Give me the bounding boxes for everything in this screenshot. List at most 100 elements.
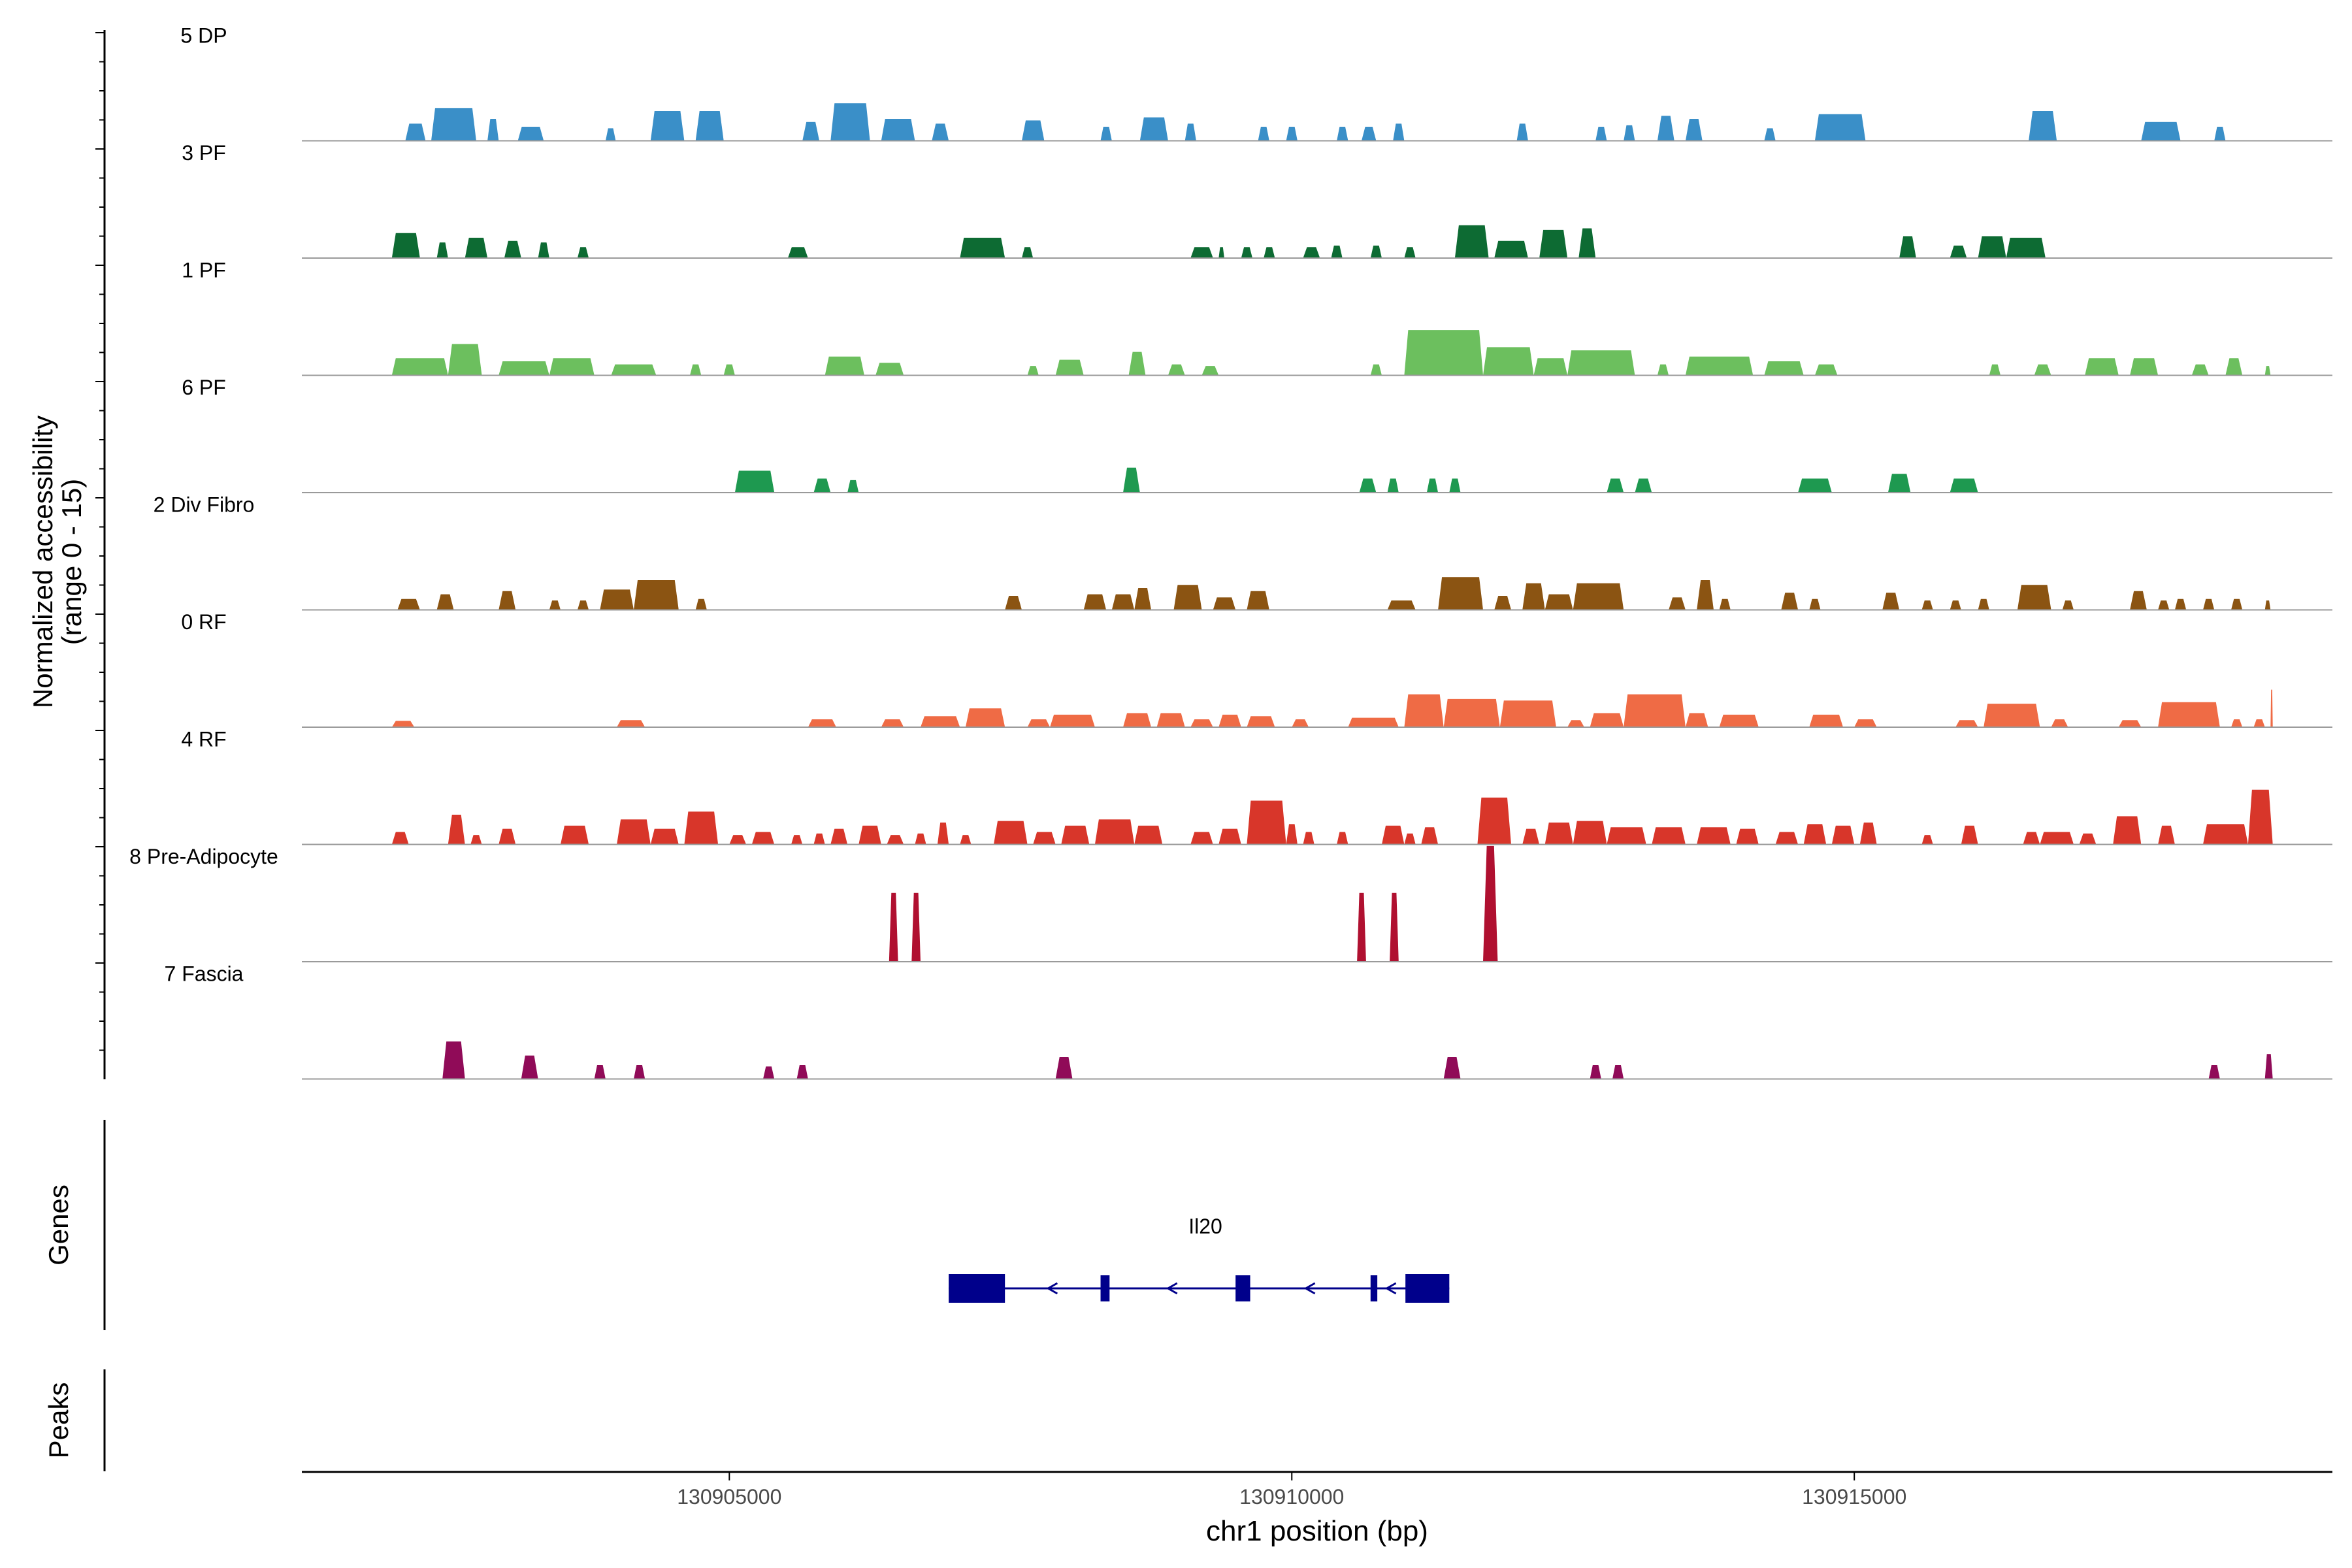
coverage-peak: [1590, 1065, 1601, 1079]
coverage-peak: [1635, 478, 1652, 493]
peaks-axis-label: Peaks: [43, 1382, 74, 1459]
coverage-peak: [1522, 828, 1540, 845]
coverage-peak: [1950, 478, 1978, 493]
coverage-peak: [2174, 598, 2187, 610]
coverage-peak: [1247, 591, 1269, 610]
coverage-peak: [611, 364, 657, 376]
coverage-peak: [2264, 1054, 2273, 1079]
coverage-peak: [1955, 720, 1978, 727]
gene-exon: [1100, 1275, 1110, 1301]
coverage-peak: [1303, 247, 1320, 258]
coverage-peak: [448, 815, 465, 845]
coverage-peak: [1426, 478, 1439, 493]
coverage-peak: [1764, 361, 1804, 376]
coverage-peak: [2203, 824, 2248, 845]
track-3: 1 PF: [182, 259, 2332, 376]
track-layer: 5 DP 3 PF 1 PF 6 PF 2 Div Fibro 0 RF 4 RF 8 Pre…: [129, 24, 2332, 1080]
coverage-peak: [504, 240, 521, 258]
coverage-peak: [1387, 600, 1416, 610]
x-axis-title: chr1 position (bp): [1206, 1515, 1428, 1547]
gene-exon: [949, 1274, 1005, 1303]
coverage-peak: [1128, 351, 1146, 376]
track-label: 5 DP: [180, 24, 227, 48]
coverage-peak: [1803, 824, 1827, 845]
coverage-peak: [858, 825, 881, 845]
coverage-peak: [1719, 598, 1731, 610]
coverage-peak: [391, 233, 420, 258]
coverage-peak: [1218, 714, 1241, 727]
coverage-peak: [1573, 821, 1607, 845]
coverage-peak: [2062, 600, 2074, 610]
x-tick-label: 130910000: [1239, 1485, 1344, 1509]
coverage-peak: [1134, 588, 1151, 610]
coverage-peak: [1421, 827, 1439, 845]
coverage-peak: [1483, 347, 1534, 376]
coverage-peak: [448, 344, 482, 376]
coverage-peak: [1494, 596, 1511, 610]
coverage-peak: [1247, 800, 1286, 845]
coverage-peak: [436, 594, 454, 610]
coverage-peak: [391, 832, 409, 845]
coverage-peak: [1494, 240, 1528, 258]
coverage-peak: [1218, 828, 1241, 845]
coverage-peak: [1094, 819, 1135, 845]
coverage-peak: [889, 892, 898, 962]
coverage-peak: [1390, 892, 1399, 962]
gene-layer: Il20: [949, 1215, 1450, 1303]
track-label: 8 Pre-Adipocyte: [129, 845, 278, 868]
coverage-peak: [881, 719, 904, 727]
x-tick-label: 130915000: [1802, 1485, 1906, 1509]
coverage-peak: [763, 1066, 775, 1079]
coverage-peak: [1370, 364, 1382, 376]
coverage-peak: [1961, 825, 1978, 845]
coverage-peak: [1882, 593, 1900, 610]
track-label: 7 Fascia: [165, 962, 244, 986]
coverage-peak: [2191, 364, 2209, 376]
coverage-peak: [965, 708, 1005, 727]
coverage-peak: [1404, 833, 1416, 845]
coverage-peak: [1544, 594, 1573, 610]
coverage-peak: [1292, 719, 1309, 727]
coverage-peak: [431, 108, 476, 141]
coverage-peak: [2130, 358, 2159, 376]
coverage-peak: [498, 361, 549, 376]
track-label: 1 PF: [182, 259, 226, 282]
coverage-peak: [442, 1041, 465, 1079]
coverage-peak: [1190, 719, 1213, 727]
coverage-peak: [2017, 585, 2051, 610]
coverage-peak: [1595, 127, 1607, 141]
coverage-peak: [1612, 1065, 1624, 1079]
coverage-peak: [517, 127, 544, 141]
coverage-peak: [1359, 478, 1377, 493]
coverage-peak: [397, 598, 420, 610]
coverage-peak: [1005, 596, 1022, 610]
coverage-peak: [734, 470, 775, 493]
coverage-peak: [1685, 356, 1754, 376]
coverage-peak: [2118, 720, 2142, 727]
coverage-peak: [1139, 117, 1168, 141]
coverage-peak: [1685, 713, 1708, 727]
coverage-peak: [617, 720, 645, 727]
coverage-peak: [1061, 825, 1090, 845]
coverage-peak: [1190, 247, 1213, 258]
coverage-peak: [577, 600, 589, 610]
coverage-peak: [634, 1065, 645, 1079]
genes-axis-label: Genes: [43, 1184, 74, 1266]
coverage-peak: [1134, 825, 1163, 845]
coverage-peak: [1111, 594, 1135, 610]
coverage-peak: [1573, 583, 1624, 610]
coverage-peak: [1899, 236, 1916, 258]
track-1: 5 DP: [180, 24, 2332, 142]
coverage-peak: [787, 247, 808, 258]
coverage-peak: [791, 835, 803, 845]
coverage-peak: [1887, 474, 1911, 493]
gene-label: Il20: [1188, 1215, 1222, 1238]
coverage-peak: [1022, 247, 1034, 258]
coverage-peak: [1247, 716, 1275, 727]
coverage-peak: [1567, 720, 1584, 727]
coverage-peak: [1168, 364, 1185, 376]
coverage-peak: [1055, 1057, 1073, 1079]
coverage-peak: [1775, 832, 1799, 845]
coverage-peak: [1657, 364, 1669, 376]
